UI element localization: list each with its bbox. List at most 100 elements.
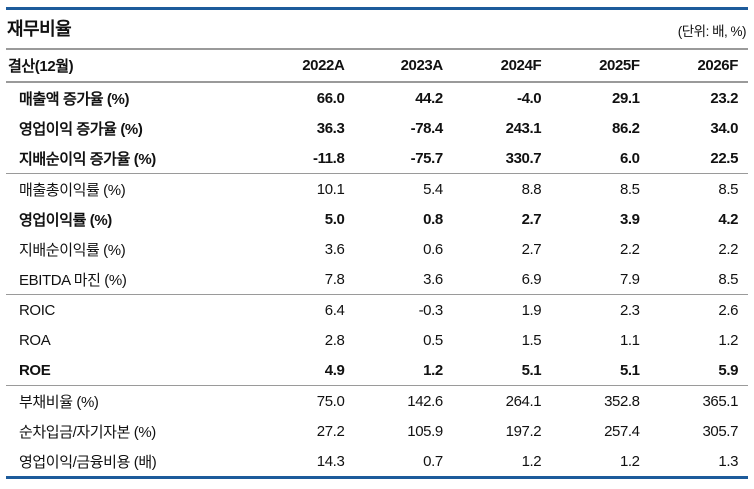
value-cell: 2.2 xyxy=(718,240,739,258)
value-cell: 7.8 xyxy=(324,270,345,288)
row-label: EBITDA 마진 (%) xyxy=(19,271,127,289)
table-section: 매출총이익률 (%) 10.1 5.4 8.8 8.5 8.5 영업이익률 (%) 5.0 0.… xyxy=(6,174,748,295)
value-cell: -78.4 xyxy=(410,119,444,137)
value-cell: 29.1 xyxy=(612,89,640,107)
value-cell: 0.8 xyxy=(423,210,443,228)
row-label: 지배순이익률 (%) xyxy=(19,241,126,259)
table-section: 부채비율 (%) 75.0 142.6 264.1 352.8 365.1 순차입금/자기자… xyxy=(6,386,748,476)
table-row: 매출액 증가율 (%) 66.0 44.2 -4.0 29.1 23.2 xyxy=(6,83,748,113)
value-cell: 257.4 xyxy=(604,422,640,440)
value-cell: 0.7 xyxy=(423,452,443,470)
value-cell: 2.6 xyxy=(718,301,739,319)
table-row: 지배순이익률 (%) 3.6 0.6 2.7 2.2 2.2 xyxy=(6,234,748,264)
row-label: ROA xyxy=(19,331,51,349)
value-cell: 6.4 xyxy=(324,301,345,319)
value-cell: 23.2 xyxy=(710,89,739,107)
table-row: 영업이익/금융비용 (배) 14.3 0.7 1.2 1.2 1.3 xyxy=(6,446,748,476)
value-cell: 2.3 xyxy=(619,301,640,319)
value-cell: 1.3 xyxy=(718,452,739,470)
value-cell: 5.4 xyxy=(423,180,443,198)
value-cell: 3.9 xyxy=(619,210,640,228)
value-cell: 0.5 xyxy=(423,331,443,349)
value-cell: 36.3 xyxy=(316,119,345,137)
value-cell: 243.1 xyxy=(505,119,542,137)
table-row: ROIC 6.4 -0.3 1.9 2.3 2.6 xyxy=(6,295,748,325)
year-header-row: 결산(12월) 2022A 2023A 2024F 2025F 2026F xyxy=(6,50,748,83)
value-cell: 7.9 xyxy=(619,270,640,288)
value-cell: 2.2 xyxy=(619,240,640,258)
value-cell: 8.5 xyxy=(718,180,739,198)
value-cell: 1.2 xyxy=(423,361,443,379)
value-cell: 2.7 xyxy=(521,240,542,258)
year-header-cell: 2025F xyxy=(599,57,640,74)
value-cell: 22.5 xyxy=(710,149,739,167)
value-cell: -4.0 xyxy=(516,89,542,107)
year-header-cell: 2024F xyxy=(500,57,542,74)
value-cell: 5.9 xyxy=(718,361,739,379)
value-cell: 44.2 xyxy=(415,89,443,107)
value-cell: 8.5 xyxy=(619,180,640,198)
year-header-cell: 2022A xyxy=(302,57,345,74)
value-cell: 105.9 xyxy=(407,422,443,440)
table-section: ROIC 6.4 -0.3 1.9 2.3 2.6 ROA 2.8 0.5 1.5 1.1 1.2 RO… xyxy=(6,295,748,386)
row-label: 매출총이익률 (%) xyxy=(19,181,126,199)
table-row: 영업이익률 (%) 5.0 0.8 2.7 3.9 4.2 xyxy=(6,204,748,234)
value-cell: 330.7 xyxy=(505,149,542,167)
row-label: 순차입금/자기자본 (%) xyxy=(19,423,156,441)
value-cell: 66.0 xyxy=(316,89,345,107)
value-cell: 0.6 xyxy=(423,240,443,258)
table-row: 부채비율 (%) 75.0 142.6 264.1 352.8 365.1 xyxy=(6,386,748,416)
value-cell: 4.9 xyxy=(324,361,345,379)
value-cell: -11.8 xyxy=(313,149,345,167)
row-label: ROE xyxy=(19,361,51,379)
value-cell: 75.0 xyxy=(316,392,345,410)
table-row: ROA 2.8 0.5 1.5 1.1 1.2 xyxy=(6,325,748,355)
value-cell: 4.2 xyxy=(718,210,739,228)
value-cell: 1.2 xyxy=(718,331,739,349)
row-label: 부채비율 (%) xyxy=(19,393,99,411)
value-cell: 142.6 xyxy=(407,392,443,410)
table-row: 순차입금/자기자본 (%) 27.2 105.9 197.2 257.4 305.7 xyxy=(6,416,748,446)
value-cell: 10.1 xyxy=(316,180,345,198)
value-cell: 14.3 xyxy=(316,452,345,470)
value-cell: 2.7 xyxy=(521,210,542,228)
value-cell: 6.0 xyxy=(619,149,640,167)
table-row: 영업이익 증가율 (%) 36.3 -78.4 243.1 86.2 34.0 xyxy=(6,113,748,143)
value-cell: 197.2 xyxy=(505,422,542,440)
value-cell: 1.9 xyxy=(521,301,542,319)
value-cell: 5.1 xyxy=(521,361,542,379)
value-cell: 1.5 xyxy=(521,331,542,349)
row-label: 매출액 증가율 (%) xyxy=(19,90,130,108)
value-cell: 264.1 xyxy=(505,392,542,410)
value-cell: 3.6 xyxy=(324,240,345,258)
value-cell: 1.2 xyxy=(619,452,640,470)
value-cell: 8.5 xyxy=(718,270,739,288)
row-label: 지배순이익 증가율 (%) xyxy=(19,150,156,168)
table-title: 재무비율 xyxy=(7,19,72,39)
row-label: 영업이익률 (%) xyxy=(19,211,112,229)
unit-note: (단위: 배, %) xyxy=(677,24,747,39)
table-row: 매출총이익률 (%) 10.1 5.4 8.8 8.5 8.5 xyxy=(6,174,748,204)
value-cell: 2.8 xyxy=(324,331,345,349)
financial-ratio-table-container: 재무비율 (단위: 배, %) 결산(12월) 2022A 2023A 2024F 2… xyxy=(6,7,748,479)
table-section: 매출액 증가율 (%) 66.0 44.2 -4.0 29.1 23.2 영업이익 증가율 … xyxy=(6,83,748,174)
value-cell: 34.0 xyxy=(710,119,739,137)
value-cell: 305.7 xyxy=(702,422,739,440)
value-cell: -0.3 xyxy=(418,301,444,319)
year-header-cell: 2023A xyxy=(400,57,444,74)
table-body: 매출액 증가율 (%) 66.0 44.2 -4.0 29.1 23.2 영업이익 증가율 … xyxy=(6,83,748,476)
value-cell: 1.1 xyxy=(619,331,640,349)
financial-ratio-table: 재무비율 (단위: 배, %) 결산(12월) 2022A 2023A 2024F 2… xyxy=(6,7,748,479)
value-cell: 5.1 xyxy=(619,361,640,379)
value-cell: 3.6 xyxy=(423,270,443,288)
row-label: ROIC xyxy=(19,301,55,319)
table-row: EBITDA 마진 (%) 7.8 3.6 6.9 7.9 8.5 xyxy=(6,264,748,294)
value-cell: 6.9 xyxy=(521,270,542,288)
table-title-row: 재무비율 (단위: 배, %) xyxy=(6,10,748,50)
value-cell: 1.2 xyxy=(521,452,542,470)
year-header-cell: 2026F xyxy=(697,57,739,74)
value-cell: 5.0 xyxy=(324,210,345,228)
value-cell: 86.2 xyxy=(612,119,640,137)
header-fiscal-label: 결산(12월) xyxy=(8,58,74,75)
row-label: 영업이익/금융비용 (배) xyxy=(19,453,157,471)
